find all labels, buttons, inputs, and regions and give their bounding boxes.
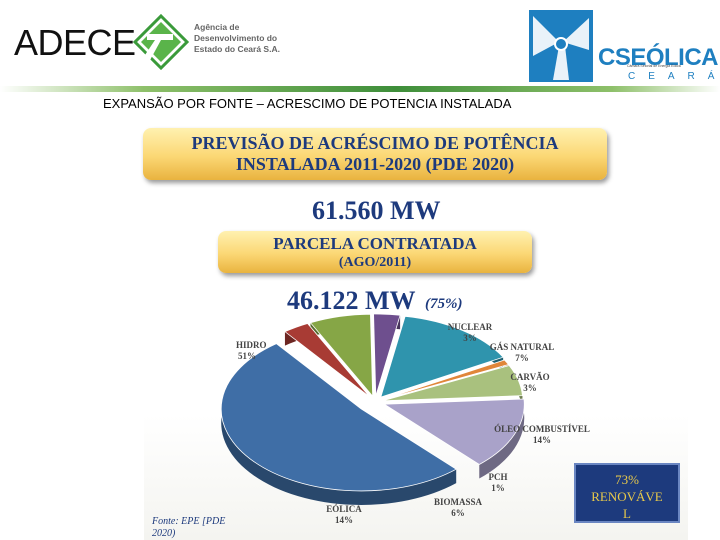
renewable-percent: 73%	[615, 472, 639, 487]
header-divider	[0, 86, 720, 92]
renewable-label-1: RENOVÁVE	[591, 489, 663, 504]
contracted-box-line-1: PARCELA CONTRATADA	[273, 234, 477, 253]
agency-line-2: Desenvolvimento do	[194, 33, 278, 43]
slide-title: EXPANSÃO POR FONTE – ACRESCIMO DE POTENC…	[103, 96, 512, 111]
cseolica-turbine-icon	[529, 10, 593, 82]
cseolica-brand: CSEÓLICA	[598, 44, 719, 71]
renewable-label-2: L	[623, 506, 631, 521]
contracted-box-line-2: (AGO/2011)	[338, 255, 412, 270]
renewable-badge: 73% RENOVÁVE L	[574, 463, 680, 523]
cseolica-state: CEARÁ	[628, 71, 720, 82]
contracted-capacity: 46.122 MW	[287, 286, 416, 315]
contracted-percent: (75%)	[425, 296, 463, 312]
header: ADECE Agência de Desenvolvimento do Esta…	[0, 0, 720, 92]
total-capacity: 61.560 MW	[312, 196, 441, 225]
agency-line-3: Estado do Ceará S.A.	[194, 44, 280, 54]
adece-agency-text: Agência de Desenvolvimento do Estado do …	[194, 22, 280, 55]
cseolica-subtitle: Câmara Setorial de Energia Eólica	[627, 64, 681, 68]
source-line-1: Fonte: EPE [PDE	[152, 516, 226, 527]
adece-logo-text: ADECE	[14, 22, 136, 63]
contracted-box: PARCELA CONTRATADA (AGO/2011)	[218, 231, 532, 273]
forecast-box-line-1: PREVISÃO DE ACRÉSCIMO DE POTÊNCIA	[191, 133, 559, 153]
source-line-2: 2020)	[152, 528, 176, 539]
adece-logo-icon	[133, 14, 189, 70]
forecast-box-line-2: INSTALADA 2011-2020 (PDE 2020)	[235, 154, 515, 174]
source-note: Fonte: EPE [PDE 2020)	[152, 516, 272, 540]
agency-line-1: Agência de	[194, 22, 240, 32]
forecast-box: PREVISÃO DE ACRÉSCIMO DE POTÊNCIA INSTAL…	[143, 128, 607, 180]
